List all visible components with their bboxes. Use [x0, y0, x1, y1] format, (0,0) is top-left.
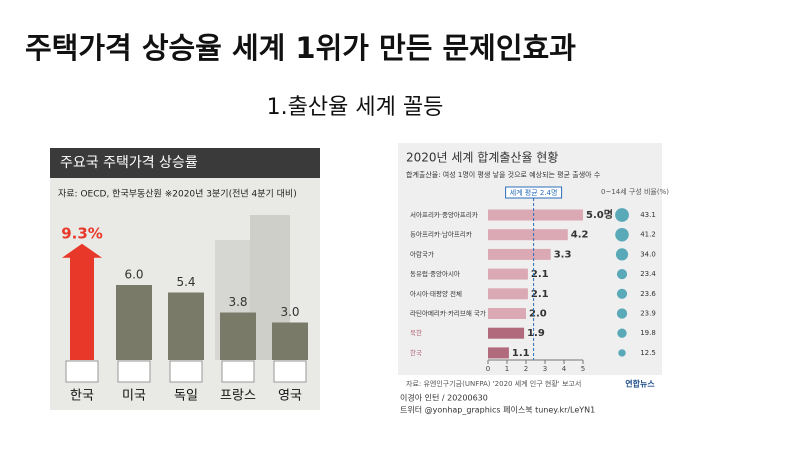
value-label: 43.1 [640, 211, 656, 219]
chart-header [50, 148, 320, 178]
source: 자료: 유엔인구기금(UNFPA) '2020 세계 인구 현황' 보고서 [406, 379, 581, 388]
value-label: 6.0 [124, 268, 143, 282]
flag [117, 360, 151, 383]
x-tick-label: 0 [486, 365, 490, 373]
bar [488, 308, 526, 319]
value-label: 3.8 [228, 295, 247, 309]
bar-arrow [62, 243, 102, 360]
share-dot [615, 248, 629, 261]
reference-box [505, 186, 563, 199]
value-label: 5.4 [176, 275, 195, 289]
x-tick-label: 5 [581, 365, 585, 373]
value-label: 3.3 [554, 249, 572, 260]
y-tick-label: 북한 [410, 329, 422, 337]
y-tick-label: 한국 [410, 349, 422, 357]
value-label: 23.6 [640, 290, 656, 298]
share-dot [616, 308, 628, 319]
flag [169, 360, 203, 383]
logo: 연합뉴스 [625, 379, 655, 389]
x-tick-label: 3 [543, 365, 547, 373]
flag [221, 360, 255, 383]
bar [488, 248, 551, 260]
flag [65, 360, 99, 383]
credit: 이경아 인턴 / 20200630 [400, 393, 488, 403]
value-label: 2.1 [531, 289, 549, 300]
x-tick-label: 2 [524, 365, 528, 373]
value-label: 2.1 [531, 269, 549, 280]
social: 트위터 @yonhap_graphics 페이스북 tuney.kr/LeYN1 [400, 405, 595, 415]
flag [273, 360, 307, 383]
chart-title: 2020년 세계 합계출산율 현황 [406, 151, 558, 165]
chart-subtitle: 자료: OECD, 한국부동산원 ※2020년 3분기(전년 4분기 대비) [58, 189, 297, 200]
value-label: 1.9 [527, 328, 545, 339]
y-tick-label: 동유럽·중앙아시아 [410, 269, 460, 278]
share-dot [616, 288, 628, 299]
value-label: 9.3% [61, 224, 103, 242]
chart-subtitle: 합계출산율: 여성 1명이 평생 낳을 것으로 예상되는 평균 출생아 수 [406, 170, 601, 179]
bar [488, 229, 568, 241]
value-label: 12.5 [640, 349, 656, 357]
share-dot [618, 349, 626, 357]
y-tick-label: 동아프리카·남아프리카 [410, 230, 472, 239]
slide-subtitle: 1.출산율 세계 꼴등 [267, 95, 444, 120]
x-tick-label: 독일 [174, 389, 198, 404]
value-label: 23.4 [640, 270, 656, 278]
share-dot [617, 328, 627, 338]
x-tick-label: 영국 [278, 389, 302, 404]
y-tick-label: 라틴아메리카·카리브해 국가 [410, 309, 486, 318]
y-tick-label: 아랍국가 [410, 249, 434, 258]
value-label: 4.2 [571, 230, 589, 241]
y-tick-label: 아시아·태평양 전체 [410, 289, 462, 298]
chart-title: 주요국 주택가격 상승률 [60, 155, 198, 171]
value-label: 41.2 [640, 231, 656, 239]
bar [488, 327, 525, 339]
x-tick-label: 프랑스 [220, 389, 256, 404]
value-label: 3.0 [280, 305, 299, 319]
x-tick-label: 미국 [122, 389, 146, 404]
slide-title: 주택가격 상승율 세계 1위가 만든 문제인효과 [25, 31, 576, 65]
bar [488, 347, 509, 359]
x-tick-label: 4 [562, 365, 567, 373]
value-label: 23.9 [640, 310, 656, 318]
x-tick-label: 1 [505, 365, 509, 373]
bar [272, 322, 308, 360]
share-dot [615, 227, 629, 242]
x-tick-label: 한국 [70, 389, 94, 404]
value-label: 2.0 [529, 309, 547, 320]
bar [116, 285, 152, 360]
bar [220, 312, 256, 360]
bar [488, 209, 583, 221]
bar [488, 268, 528, 280]
value-label: 1.1 [512, 348, 530, 359]
share-dot [616, 269, 628, 280]
bar [488, 288, 528, 300]
bar [168, 292, 204, 360]
value-label: 34.0 [640, 250, 656, 258]
value-label: 5.0명 [586, 208, 613, 221]
reference-label: 세계 평균 2.4명 [510, 188, 558, 197]
share-dot [615, 208, 629, 222]
y-tick-label: 서아프리카·중앙아프리카 [410, 210, 478, 219]
legend-entry: 0~14세 구성 비율(%) [601, 187, 669, 196]
value-label: 19.8 [640, 329, 656, 337]
